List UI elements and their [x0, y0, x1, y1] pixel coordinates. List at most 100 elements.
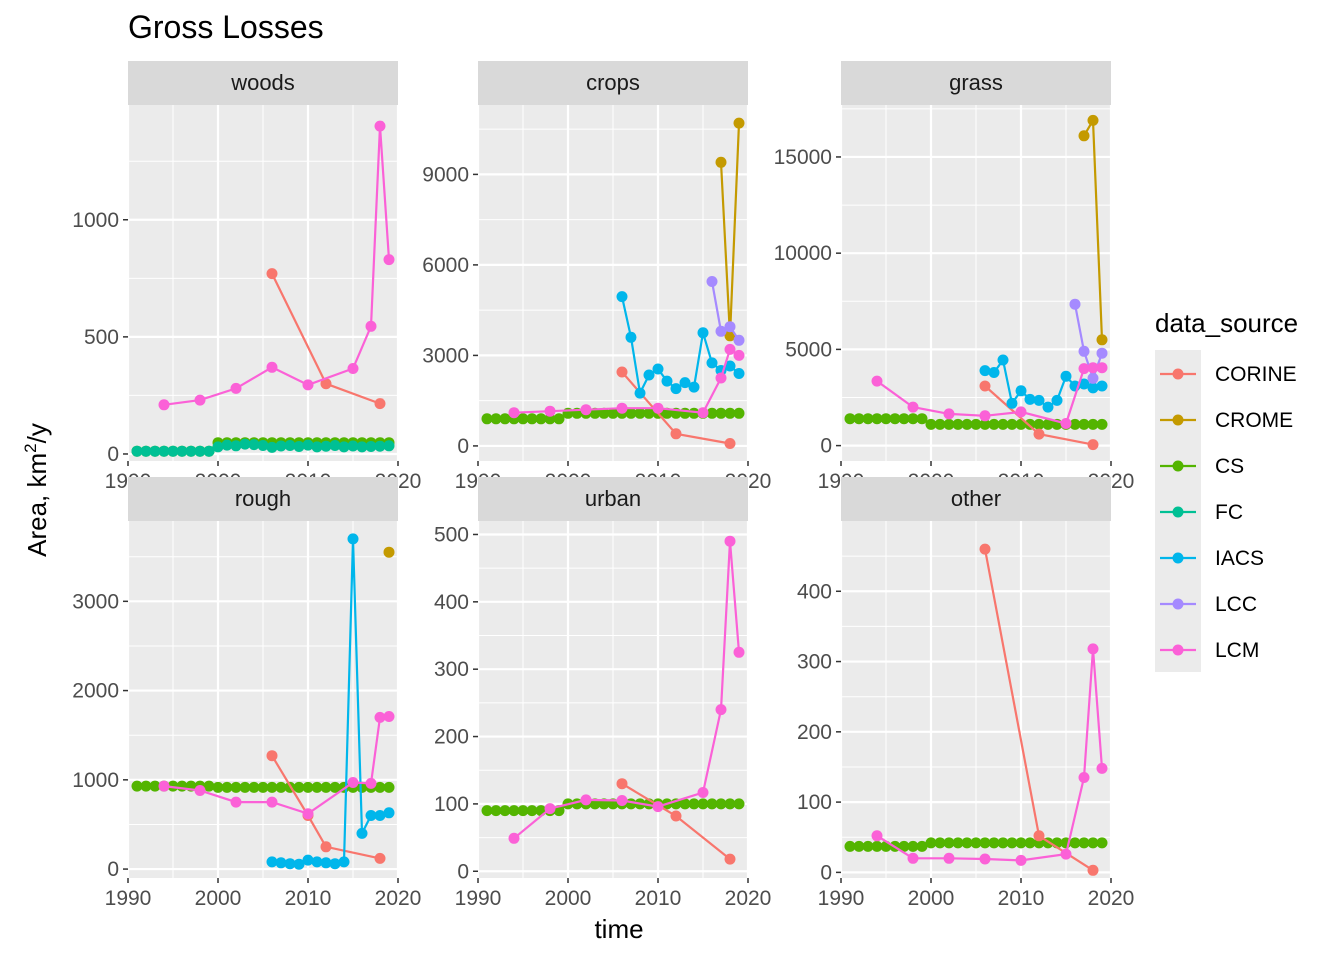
- x-tick-label: 1990: [455, 887, 502, 910]
- data-point: [862, 413, 874, 425]
- x-tick-label: 2010: [998, 887, 1045, 910]
- legend-key-point: [1172, 644, 1184, 656]
- data-point: [616, 291, 628, 303]
- data-point: [1087, 837, 1099, 849]
- data-point: [1096, 334, 1108, 346]
- series-IACS: [616, 291, 745, 399]
- x-tick-label: 2000: [545, 887, 592, 910]
- series-CS: [481, 407, 745, 425]
- data-point: [1087, 439, 1099, 451]
- data-point: [1060, 848, 1072, 860]
- x-tick-label: 2010: [635, 887, 682, 910]
- data-point: [535, 413, 547, 425]
- series-CORINE: [979, 380, 1099, 451]
- facet-strip: [128, 477, 398, 521]
- series-CORINE: [979, 543, 1099, 876]
- data-point: [374, 810, 386, 821]
- data-point: [194, 445, 206, 457]
- data-point: [176, 445, 188, 457]
- data-point: [275, 857, 287, 869]
- data-point: [1051, 394, 1063, 406]
- x-tick-label: 2000: [195, 887, 242, 910]
- data-point: [724, 438, 736, 449]
- data-point: [1024, 393, 1036, 405]
- data-point: [230, 440, 242, 452]
- data-point: [925, 837, 937, 849]
- data-point: [365, 320, 377, 332]
- data-point: [212, 781, 224, 793]
- data-point: [374, 711, 386, 723]
- data-point: [733, 349, 745, 361]
- series-LCM: [871, 643, 1108, 866]
- legend: data_source CORINE CROME CS FC IACS LCC LCM: [1155, 308, 1298, 672]
- y-axis-title: Area, km2/y: [21, 423, 52, 557]
- series-line: [271, 755, 381, 860]
- data-point: [1087, 372, 1099, 384]
- y-tick-label: 1000: [72, 209, 119, 232]
- series-LCC: [706, 276, 745, 346]
- data-point: [715, 325, 727, 337]
- series-CS: [844, 413, 1108, 430]
- data-point: [499, 805, 511, 817]
- data-point: [679, 377, 691, 389]
- data-point: [383, 546, 395, 558]
- y-tick-label: 300: [797, 651, 832, 674]
- data-point: [1006, 837, 1018, 849]
- data-point: [733, 646, 745, 658]
- data-point: [697, 787, 709, 798]
- data-point: [158, 780, 170, 792]
- data-point: [925, 418, 937, 430]
- data-point: [688, 798, 700, 810]
- data-point: [889, 413, 901, 425]
- series-FC: [131, 438, 395, 457]
- data-point: [916, 413, 928, 425]
- series-CROME: [715, 117, 745, 342]
- series-LCM: [871, 362, 1108, 429]
- data-point: [230, 382, 242, 394]
- y-tick-label: 500: [84, 326, 119, 349]
- data-point: [589, 407, 601, 419]
- data-point: [1060, 418, 1072, 429]
- data-point: [1033, 428, 1045, 440]
- data-point: [733, 407, 745, 419]
- data-point: [544, 803, 556, 815]
- data-point: [320, 857, 332, 869]
- data-point: [598, 407, 610, 419]
- data-point: [158, 445, 170, 457]
- panel-other: other 1990 2000 2010 2020 0 100 200 300 400: [797, 477, 1134, 910]
- y-tick-label: 1000: [72, 769, 119, 792]
- data-point: [374, 781, 386, 793]
- data-point: [311, 441, 323, 453]
- data-point: [853, 840, 865, 852]
- data-point: [724, 360, 736, 372]
- data-point: [715, 372, 727, 384]
- panel-rough: rough 1990 2000 2010 2020 0 1000 2000 3000: [72, 477, 421, 910]
- facet-strip: [841, 61, 1111, 105]
- data-point: [490, 805, 502, 817]
- data-point: [625, 407, 637, 419]
- data-point: [1087, 643, 1099, 655]
- data-point: [979, 837, 991, 849]
- facet-strip: [841, 477, 1111, 521]
- y-tick-label: 0: [107, 858, 119, 881]
- data-point: [356, 827, 368, 839]
- facet-label: crops: [586, 70, 640, 95]
- y-tick-label: 400: [797, 580, 832, 603]
- data-point: [481, 413, 493, 425]
- data-point: [988, 837, 1000, 849]
- legend-label: CORINE: [1215, 363, 1297, 386]
- series-CORINE: [266, 268, 386, 410]
- data-point: [733, 368, 745, 379]
- data-point: [952, 837, 964, 849]
- data-point: [266, 268, 278, 280]
- data-point: [284, 858, 296, 870]
- data-point: [979, 410, 991, 422]
- data-point: [853, 413, 865, 425]
- data-point: [508, 407, 520, 419]
- data-point: [1015, 385, 1027, 397]
- data-point: [544, 405, 556, 417]
- data-point: [365, 777, 377, 789]
- y-tick-label: 300: [434, 658, 469, 681]
- data-point: [898, 840, 910, 852]
- legend-label: IACS: [1215, 547, 1264, 570]
